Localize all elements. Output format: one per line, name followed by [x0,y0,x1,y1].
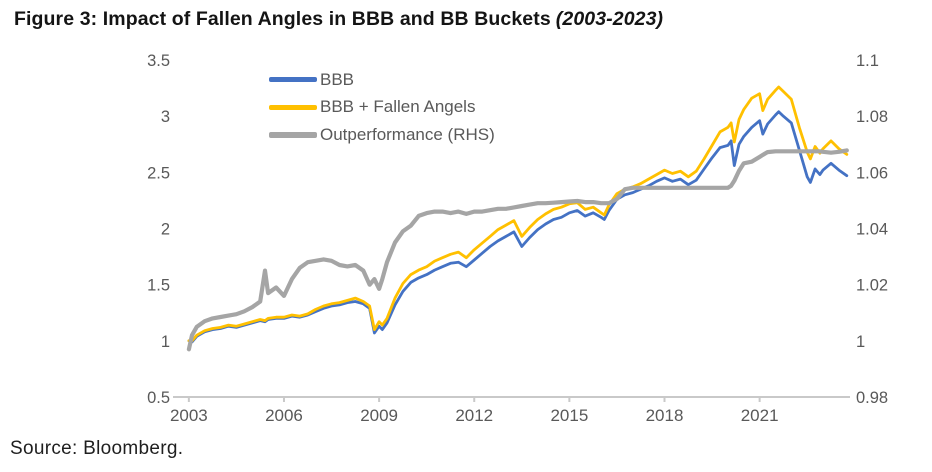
left-axis-tick-label: 2.5 [147,164,170,182]
right-axis-tick-label: 1.02 [856,277,888,295]
fallen-angels-line-swatch [269,104,317,110]
bbb-line-swatch [269,77,317,83]
left-axis-tick-label: 1 [161,333,170,351]
x-axis-tick-label: 2003 [170,406,208,425]
source-note: Source: Bloomberg. [10,438,184,459]
left-axis-tick-label: 1.5 [147,277,170,295]
right-axis-tick-label: 1.1 [856,52,879,70]
x-axis-tick-label: 2009 [360,406,398,425]
right-axis-tick-label: 1.04 [856,221,888,239]
x-axis-tick-label: 2012 [455,406,493,425]
legend-item-fallen-angels: BBB + Fallen Angels [269,94,495,122]
outperformance-line-swatch [269,131,317,138]
legend-label-bbb: BBB [320,69,355,89]
legend-label-outperformance: Outperformance (RHS) [320,124,495,144]
legend-item-outperformance: Outperformance (RHS) [269,121,495,149]
legend-item-bbb: BBB [269,66,495,94]
figure-title-period: (2003-2023) [555,8,664,30]
left-axis-tick-label: 0.5 [147,389,170,407]
series-line-outperformance-rhs [186,148,849,352]
chart-legend: BBB BBB + Fallen Angels Outperformance (… [269,66,495,149]
right-axis-tick-label: 0.98 [856,389,888,407]
figure-title-main: Figure 3: Impact of Fallen Angles in BBB… [14,8,551,30]
series-line-bbb-fallen-angels [187,85,849,343]
right-axis-tick-label: 1.06 [856,164,888,182]
figure-title: Figure 3: Impact of Fallen Angles in BBB… [14,8,663,31]
x-axis-tick-label: 2006 [265,406,303,425]
legend-label-fallen-angels: BBB + Fallen Angels [320,97,476,117]
x-axis-tick-label: 2021 [741,406,779,425]
right-axis-tick-label: 1.08 [856,108,888,126]
left-axis-tick-label: 2 [161,221,170,239]
x-axis-tick-label: 2015 [550,406,588,425]
left-axis-tick-label: 3 [161,108,170,126]
x-axis-tick-label: 2018 [646,406,684,425]
left-axis-tick-label: 3.5 [147,52,170,70]
right-axis-tick-label: 1 [856,333,865,351]
